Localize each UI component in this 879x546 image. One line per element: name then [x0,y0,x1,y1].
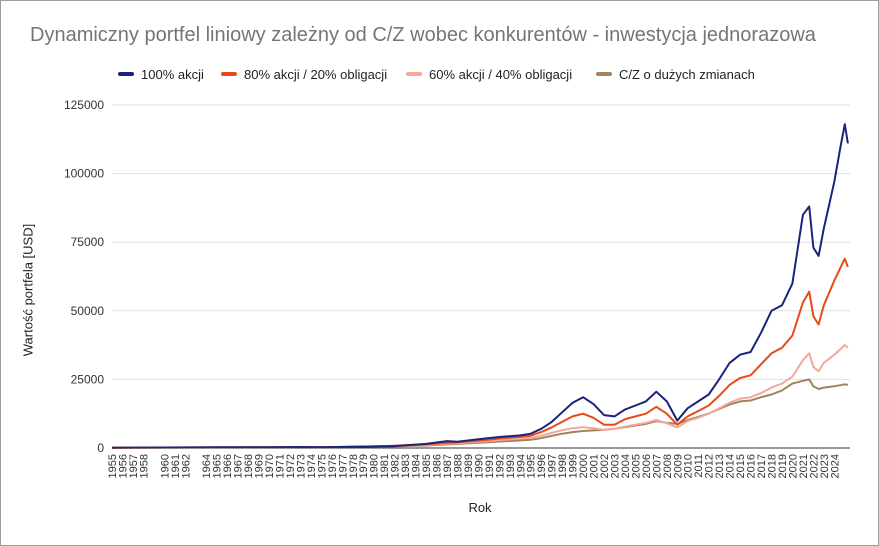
x-tick-label: 1972 [285,454,297,478]
x-tick-label: 1998 [557,454,569,478]
x-tick-label: 1975 [316,454,328,478]
series-line-3 [111,378,849,449]
y-tick-label: 0 [97,441,104,455]
x-tick-label: 2009 [672,454,684,478]
x-tick-label: 1997 [547,454,559,478]
x-tick-label: 2013 [714,454,726,478]
x-tick-label: 2018 [766,454,778,478]
x-tick-label: 1955 [107,454,119,478]
x-tick-label: 2012 [704,454,716,478]
x-tick-label: 2005 [630,454,642,478]
x-tick-label: 2004 [620,454,632,478]
x-tick-label: 1964 [201,454,213,478]
x-tick-label: 1988 [452,454,464,478]
legend-item-80-20: 80% akcji / 20% obligacji [221,64,387,84]
x-tick-label: 1961 [170,454,182,478]
legend-label: 80% akcji / 20% obligacji [244,66,388,82]
x-tick-label: 1981 [379,454,391,478]
y-tick-label: 75000 [71,235,105,249]
x-tick-label: 2003 [609,454,621,478]
x-tick-label: 1978 [348,454,360,478]
gridlines [112,104,850,380]
series-line-2 [111,344,849,449]
x-tick-label: 1992 [494,454,506,478]
x-tick-label: 1993 [505,454,517,478]
x-tick-label: 2010 [683,454,695,478]
chart-title: Dynamiczny portfel liniowy zależny od C/… [30,24,816,46]
series-line-1 [111,257,849,449]
legend-item-100-akcji: 100% akcji [118,64,204,84]
x-tick-label: 2001 [589,454,601,478]
legend-item-cz: C/Z o dużych zmianach [596,64,755,84]
x-tick-label: 1982 [390,454,402,478]
x-tick-label: 2020 [787,454,799,478]
x-tick-label: 1984 [411,454,423,478]
x-tick-label: 2017 [756,454,768,478]
x-tick-label: 2023 [819,454,831,478]
y-tick-label: 100000 [64,167,104,181]
x-tick-label: 2008 [662,454,674,478]
x-tick-label: 1980 [369,454,381,478]
x-tick-label: 1995 [526,454,538,478]
x-tick-label: 1989 [463,454,475,478]
y-tick-labels: 0 25000 50000 75000 100000 125000 [64,98,104,455]
x-tick-label: 2021 [798,454,810,478]
series-line-0 [111,123,849,449]
x-tick-label: 1960 [159,454,171,478]
y-tick-label: 125000 [64,98,104,112]
x-tick-label: 1969 [254,454,266,478]
x-tick-label: 2006 [641,454,653,478]
x-tick-label: 1977 [337,454,349,478]
legend-item-60-40: 60% akcji / 40% obligacji [406,64,572,84]
x-tick-label: 2024 [829,454,841,478]
x-tick-label: 2022 [808,454,820,478]
legend-swatch [118,72,134,76]
x-tick-label: 1994 [515,454,527,478]
x-tick-label: 1985 [421,454,433,478]
x-tick-label: 1987 [442,454,454,478]
x-tick-label: 1957 [128,454,140,478]
series-lines [111,123,849,449]
x-tick-label: 2007 [651,454,663,478]
legend-label: 60% akcji / 40% obligacji [429,66,573,82]
legend-label: C/Z o dużych zmianach [619,66,755,82]
x-tick-label: 2000 [578,454,590,478]
x-tick-label: 2002 [599,454,611,478]
x-tick-label: 1991 [484,454,496,478]
legend-swatch [406,72,422,76]
x-tick-label: 1983 [400,454,412,478]
x-tick-label: 1996 [536,454,548,478]
x-tick-label: 1999 [568,454,580,478]
x-tick-label: 1970 [264,454,276,478]
x-tick-label: 1990 [473,454,485,478]
x-tick-label: 2015 [735,454,747,478]
x-tick-label: 1979 [358,454,370,478]
x-tick-label: 1956 [117,454,129,478]
y-tick-label: 50000 [71,304,105,318]
x-tick-label: 1965 [212,454,224,478]
legend-swatch [221,72,237,76]
x-tick-label: 2014 [725,454,737,478]
x-tick-label: 1968 [243,454,255,478]
x-tick-label: 1971 [274,454,286,478]
x-tick-label: 2016 [746,454,758,478]
x-tick-label: 1973 [295,454,307,478]
x-tick-label: 1967 [233,454,245,478]
legend: 100% akcji 80% akcji / 20% obligacji 60%… [0,64,879,84]
y-tick-label: 25000 [71,372,105,386]
x-tick-label: 1962 [180,454,192,478]
x-tick-label: 1958 [138,454,150,478]
legend-swatch [596,72,612,76]
x-tick-label: 1976 [327,454,339,478]
x-axis-label: Rok [468,500,492,515]
x-tick-label: 2011 [693,454,705,478]
x-tick-label: 1966 [222,454,234,478]
x-tick-label: 1986 [432,454,444,478]
x-tick-label: 1974 [306,454,318,478]
x-tick-label: 2019 [777,454,789,478]
legend-label: 100% akcji [141,66,204,82]
